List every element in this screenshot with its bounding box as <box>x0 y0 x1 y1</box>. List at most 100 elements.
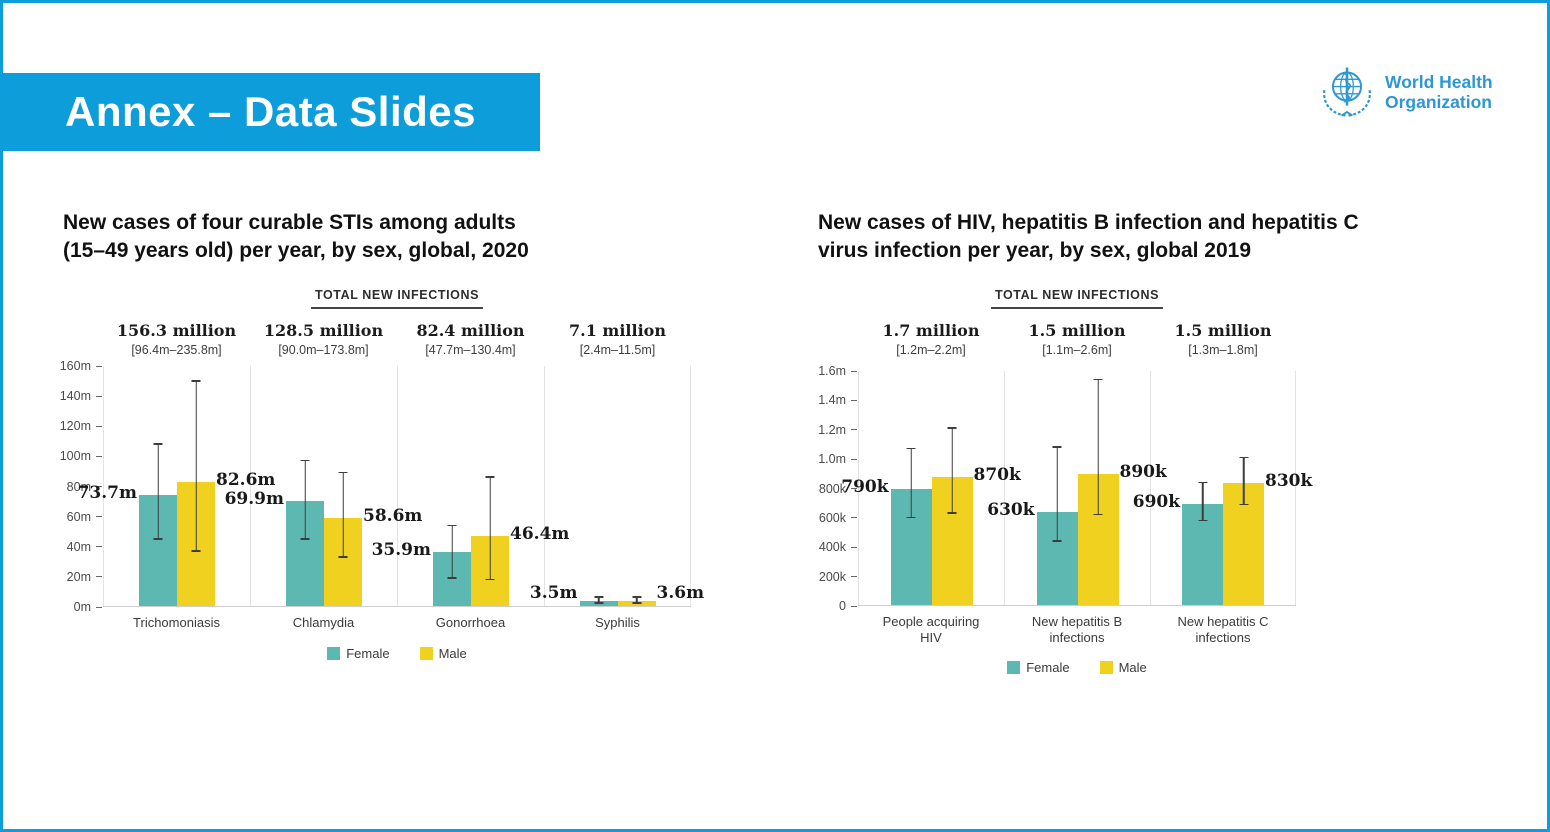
error-bar-cap-bottom <box>632 602 641 604</box>
male-value-label: 46.4m <box>510 524 570 545</box>
female-value-label: 69.9m <box>224 488 284 509</box>
total-cell: 1.5 million [1.1m–2.6m] <box>1004 321 1150 357</box>
error-bar-cap-top <box>632 596 641 598</box>
error-bar-line <box>910 447 912 519</box>
y-axis-label: 20m <box>66 569 91 584</box>
female-error-bar <box>594 596 603 604</box>
female-value-label: 790k <box>841 476 889 497</box>
error-bar-line <box>342 471 344 558</box>
y-axis-tick <box>96 365 102 367</box>
error-bar-line <box>1097 378 1099 516</box>
sti-chart: New cases of four curable STIs among adu… <box>60 209 713 661</box>
female-error-bar <box>300 459 310 540</box>
female-error-bar <box>447 524 457 579</box>
category-label-text: Trichomoniasis <box>133 615 220 630</box>
y-axis-label: 200k <box>818 569 846 584</box>
sti-chart-subtitle: TOTAL NEW INFECTIONS <box>103 286 691 309</box>
title-banner: Annex – Data Slides <box>3 73 540 151</box>
total-range: [1.3m–1.8m] <box>1188 343 1258 357</box>
error-bar-cap-bottom <box>191 550 201 552</box>
error-bar-line <box>489 476 491 581</box>
total-cell: 7.1 million [2.4m–11.5m] <box>544 321 691 357</box>
female-value-label: 690k <box>1132 491 1180 512</box>
error-bar-cap-top <box>1052 446 1062 448</box>
error-bar-cap-top <box>300 459 310 462</box>
total-value: 1.5 million <box>1174 321 1272 340</box>
y-axis-label: 60m <box>66 509 91 524</box>
category-panel: 630k 890k <box>987 371 1167 605</box>
legend-item-female: Female <box>1007 660 1070 675</box>
error-bar-cap-bottom <box>153 538 163 540</box>
hiv-hep-chart-category-labels: People acquiring HIV New hepatitis B infe… <box>858 614 1296 646</box>
category-label-text: New hepatitis B infections <box>1031 614 1123 645</box>
page-title: Annex – Data Slides <box>65 88 476 135</box>
total-cell: 156.3 million [96.4m–235.8m] <box>103 321 250 357</box>
sti-chart-heading-line1: New cases of four curable STIs among adu… <box>63 211 516 234</box>
error-bar-cap-top <box>447 524 457 527</box>
error-bar-line <box>1242 456 1245 506</box>
category-label: New hepatitis B infections <box>1004 614 1150 646</box>
total-value: 128.5 million <box>263 321 384 340</box>
category-panel: 69.9m 58.6m <box>225 366 422 606</box>
female-value-label: 3.5m <box>529 583 578 603</box>
error-bar-cap-bottom <box>906 516 916 519</box>
error-bar-cap-top <box>1198 481 1207 484</box>
male-error-bar <box>191 380 201 552</box>
legend-item-male: Male <box>419 646 467 661</box>
error-bar-line <box>157 443 159 540</box>
male-value-label: 890k <box>1119 462 1167 483</box>
hiv-hep-chart-subtitle: TOTAL NEW INFECTIONS <box>858 286 1296 309</box>
legend-label: Female <box>1026 660 1070 675</box>
who-emblem-icon <box>1323 67 1371 117</box>
male-error-bar <box>485 476 495 581</box>
y-axis-tick <box>96 455 102 457</box>
hiv-hep-chart-plot: 1.6m 1.4m 1.2m 1.0m 800k 600k 400k 200k 0 790k 87… <box>818 364 1312 613</box>
sti-chart-heading: New cases of four curable STIs among adu… <box>63 209 713 265</box>
total-range: [47.7m–130.4m] <box>425 343 516 357</box>
total-value: 7.1 million <box>569 321 666 340</box>
y-axis-label: 160m <box>59 359 91 373</box>
y-axis: 1.6m 1.4m 1.2m 1.0m 800k 600k 400k 200k 0 <box>818 364 858 613</box>
category-label: Syphilis <box>544 615 691 631</box>
y-axis-tick <box>851 605 857 607</box>
female-value-label: 630k <box>987 500 1035 521</box>
category-panel: 790k 870k <box>841 371 1021 605</box>
y-axis-label: 1.0m <box>818 452 846 467</box>
y-axis-tick <box>96 576 102 578</box>
female-error-bar <box>906 447 916 519</box>
category-panel: 690k 830k <box>1133 371 1312 605</box>
male-value-label: 58.6m <box>363 505 423 526</box>
y-axis-tick <box>96 486 102 487</box>
hiv-hep-chart-heading: New cases of HIV, hepatitis B infection … <box>818 209 1438 265</box>
total-cell: 1.5 million [1.3m–1.8m] <box>1150 321 1296 357</box>
y-axis-tick <box>96 546 102 548</box>
male-legend-swatch <box>1099 661 1113 674</box>
legend-label: Male <box>438 646 467 661</box>
error-bar-cap-bottom <box>338 556 348 558</box>
error-bar-cap-top <box>1239 456 1248 459</box>
category-panel: 3.5m 3.6m <box>530 366 704 606</box>
total-range: [1.1m–2.6m] <box>1042 343 1112 357</box>
male-error-bar <box>1239 456 1248 506</box>
category-label: Chlamydia <box>250 615 397 631</box>
male-legend-swatch <box>419 647 433 660</box>
female-legend-swatch <box>327 647 341 660</box>
hiv-hep-chart-heading-line2: virus infection per year, by sex, global… <box>818 239 1252 262</box>
male-error-bar <box>632 596 641 604</box>
y-axis-tick <box>851 517 857 519</box>
female-error-bar <box>1052 446 1062 542</box>
category-label-text: Gonorrhoea <box>435 615 506 630</box>
legend-item-male: Male <box>1099 660 1147 675</box>
female-legend-swatch <box>1007 661 1021 674</box>
legend-label: Male <box>1118 660 1147 675</box>
error-bar-cap-top <box>947 427 957 429</box>
error-bar-cap-bottom <box>300 538 310 540</box>
sti-chart-plot: 160m 140m 120m 100m 80m 60m 40m 20m 0m 73.7m 82.6… <box>60 359 704 614</box>
total-range: [1.2m–2.2m] <box>896 343 966 357</box>
total-cell: 1.7 million [1.2m–2.2m] <box>858 321 1004 357</box>
category-label: Trichomoniasis <box>103 615 250 631</box>
male-value-label: 3.6m <box>656 583 705 603</box>
category-label-text: People acquiring HIV <box>882 614 980 645</box>
y-axis-label: 1.4m <box>818 393 846 408</box>
